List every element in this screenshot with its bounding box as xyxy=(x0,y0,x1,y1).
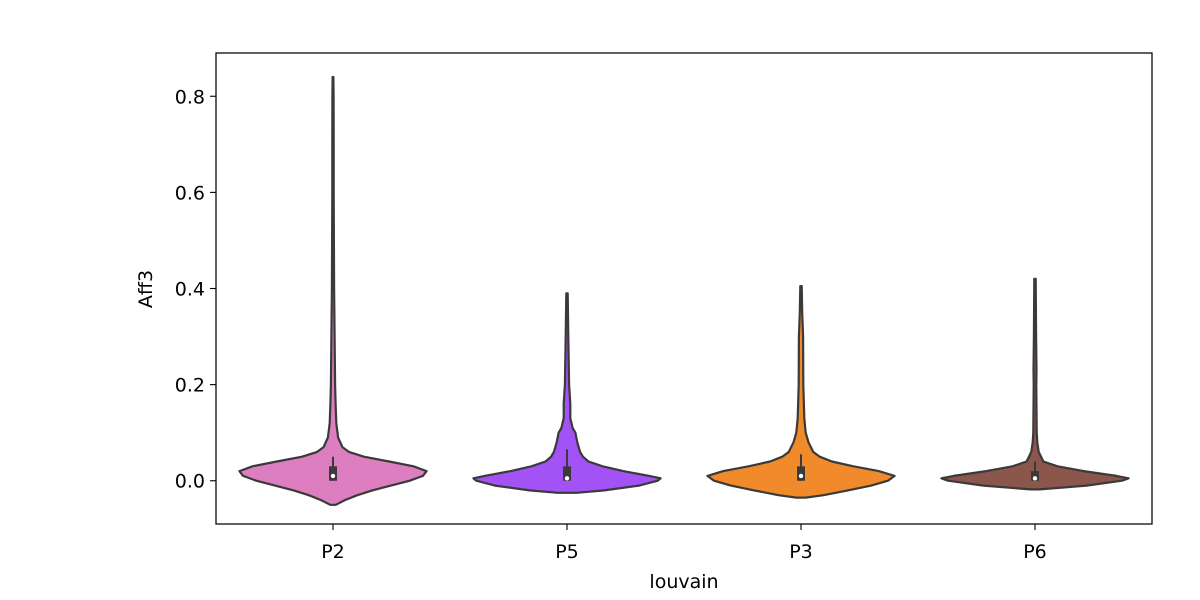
violin-body xyxy=(706,285,896,499)
violin-body xyxy=(238,75,428,506)
y-tick-label: 0.0 xyxy=(175,471,205,493)
x-axis-ticks: P2 P5 P3 P6 xyxy=(321,524,1047,563)
violin-iqr-box xyxy=(1031,471,1039,481)
violin-body xyxy=(940,277,1130,491)
y-tick-label: 0.2 xyxy=(175,375,205,397)
violin-median-point xyxy=(330,473,336,479)
x-tick-label: P6 xyxy=(1023,541,1047,563)
violin-p5 xyxy=(472,292,662,494)
violin-layer xyxy=(238,75,1130,506)
y-tick-label: 0.8 xyxy=(175,86,205,108)
x-tick-label: P3 xyxy=(789,541,813,563)
plot-frame xyxy=(215,52,1153,525)
violin-iqr-box xyxy=(329,466,337,481)
violin-p3 xyxy=(706,285,896,499)
violin-p6 xyxy=(940,277,1130,491)
x-axis-label: louvain xyxy=(649,571,718,593)
y-tick-label: 0.4 xyxy=(175,279,205,301)
y-axis-ticks: 0.0 0.2 0.4 0.6 0.8 xyxy=(175,86,216,493)
violin-iqr-box xyxy=(797,466,805,481)
violin-p2 xyxy=(238,75,428,506)
y-tick-label: 0.6 xyxy=(175,182,205,204)
violin-median-point xyxy=(564,476,570,481)
violin-median-point xyxy=(798,473,804,479)
y-axis-label: Aff3 xyxy=(135,270,157,308)
x-tick-label: P5 xyxy=(555,541,579,563)
x-tick-label: P2 xyxy=(321,541,345,563)
violin-median-point xyxy=(1032,476,1038,481)
violin-body xyxy=(472,292,662,494)
violin-iqr-box xyxy=(563,466,571,481)
